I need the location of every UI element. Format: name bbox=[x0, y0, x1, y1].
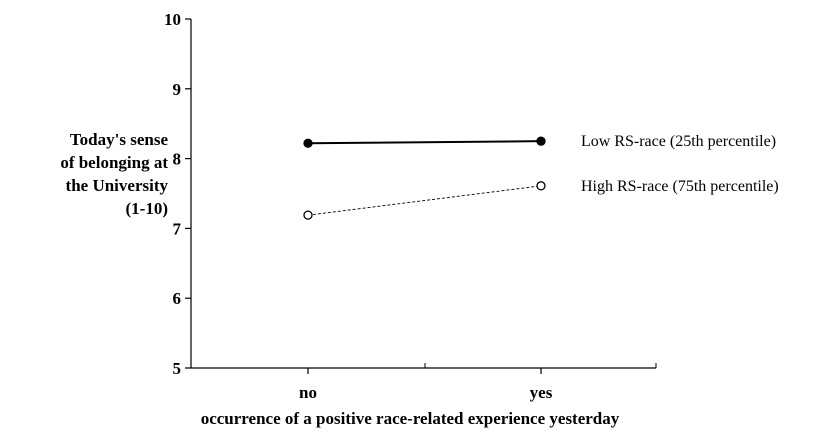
x-tick-label: yes bbox=[530, 383, 553, 402]
y-tick-label: 8 bbox=[173, 150, 182, 169]
data-point bbox=[303, 210, 313, 220]
y-tick-label: 7 bbox=[173, 219, 182, 238]
data-point bbox=[303, 138, 313, 148]
data-point bbox=[536, 136, 546, 146]
y-axis-label-line-4: (1-10) bbox=[125, 199, 168, 218]
legend-entry: Low RS-race (25th percentile) bbox=[581, 133, 776, 150]
y-axis-label-line-3: the University bbox=[65, 176, 168, 195]
y-tick-label: 5 bbox=[173, 359, 182, 378]
series-group bbox=[303, 136, 546, 220]
y-tick-label: 9 bbox=[173, 80, 182, 99]
series-line bbox=[307, 140, 542, 145]
series-low-rs-race bbox=[303, 136, 546, 148]
y-tick-label: 6 bbox=[173, 289, 182, 308]
y-axis: 5 6 7 8 9 10 bbox=[164, 10, 192, 378]
y-axis-label-line-1: Today's sense bbox=[69, 130, 168, 149]
series-high-rs-race bbox=[303, 181, 546, 220]
x-axis: no yes bbox=[191, 363, 657, 402]
legend-entry: High RS-race (75th percentile) bbox=[581, 178, 779, 195]
y-axis-label: Today's sense of belonging at the Univer… bbox=[10, 128, 168, 220]
y-axis-label-line-2: of belonging at bbox=[60, 153, 168, 172]
x-tick-label: no bbox=[299, 383, 317, 402]
legend: Low RS-race (25th percentile) High RS-rac… bbox=[581, 133, 779, 195]
series-line bbox=[307, 185, 542, 216]
y-tick-label: 10 bbox=[164, 10, 181, 29]
x-axis-label: occurrence of a positive race-related ex… bbox=[200, 409, 620, 428]
data-point bbox=[536, 181, 546, 191]
